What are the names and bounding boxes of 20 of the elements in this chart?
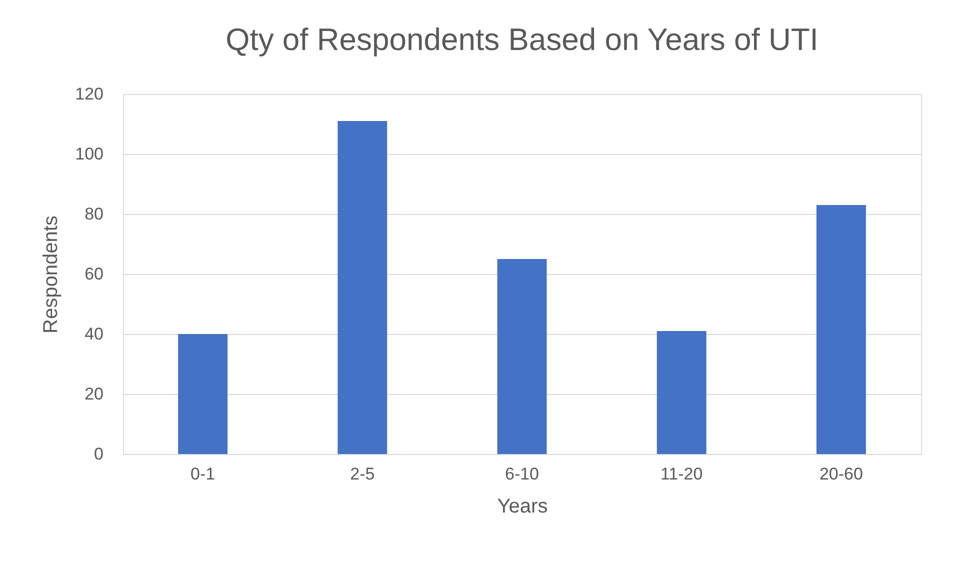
x-tick-label: 20-60: [819, 464, 863, 484]
bar: [497, 259, 547, 454]
x-tick-label: 0-1: [190, 464, 216, 484]
y-tick-label: 100: [75, 144, 104, 164]
bar: [656, 331, 706, 454]
y-tick-label: 20: [84, 384, 104, 404]
x-axis-title: Years: [497, 496, 548, 518]
y-tick-label: 120: [75, 84, 104, 104]
bar: [178, 334, 228, 454]
y-tick-label: 60: [84, 264, 104, 284]
y-tick-label: 0: [94, 444, 104, 464]
x-tick-label: 6-10: [504, 464, 540, 484]
bar: [816, 205, 866, 454]
chart-title: Qty of Respondents Based on Years of UTI: [226, 22, 818, 57]
y-axis-title: Respondents: [40, 216, 62, 334]
bar: [338, 121, 388, 454]
x-tick-label: 11-20: [660, 464, 703, 484]
y-tick-label: 80: [84, 204, 104, 224]
y-tick-label: 40: [84, 324, 104, 344]
x-tick-label: 2-5: [350, 464, 375, 484]
